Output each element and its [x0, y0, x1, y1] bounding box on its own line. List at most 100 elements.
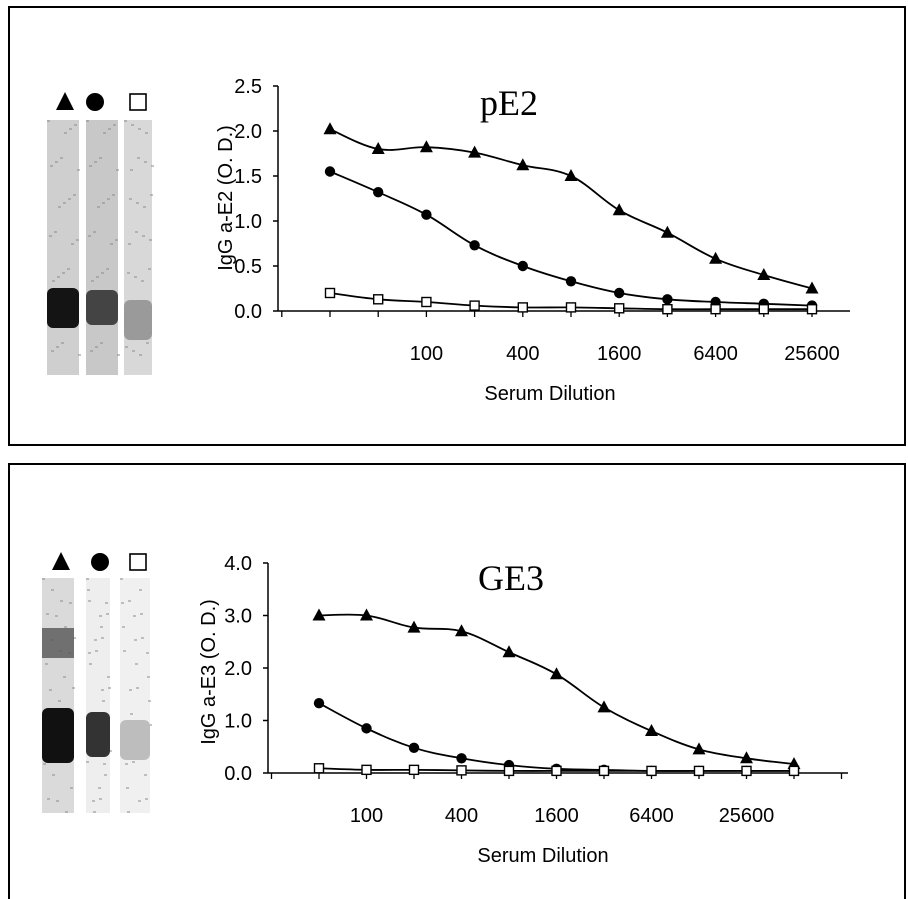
gel-speckle — [89, 165, 92, 167]
gel-speckle — [113, 124, 116, 126]
legend — [52, 552, 147, 571]
y-axis-title: IgG a-E2 (O. D.) — [215, 125, 237, 271]
data-point — [806, 304, 818, 315]
legend-triangle-marker — [56, 92, 74, 110]
gel-speckle — [68, 198, 71, 200]
gel-speckle — [86, 578, 89, 580]
data-point — [646, 765, 657, 777]
data-point — [662, 294, 673, 305]
data-point — [612, 203, 626, 216]
gel-speckle — [49, 235, 52, 237]
data-point — [550, 667, 563, 680]
gel-speckle — [132, 350, 135, 352]
gel-speckle — [87, 589, 90, 591]
gel-speckle — [117, 354, 120, 356]
gel-speckle — [141, 280, 144, 282]
gel-speckle — [130, 169, 133, 171]
gel-speckle — [99, 157, 102, 159]
gel-lane-1 — [86, 578, 112, 813]
gel-speckle — [131, 124, 134, 126]
gel-speckle — [76, 239, 79, 241]
gel-speckle — [89, 663, 92, 665]
x-tick-label: 25600 — [719, 805, 775, 827]
gel-speckle — [129, 689, 132, 691]
gel-lane-2 — [124, 120, 154, 375]
gel-speckle — [144, 161, 147, 163]
gel-speckle — [72, 687, 75, 689]
gel-speckle — [124, 120, 127, 122]
gel-speckle — [54, 231, 57, 233]
gel-speckle — [58, 206, 61, 208]
gel-speckle — [93, 231, 96, 233]
y-tick-label: 3.0 — [224, 606, 252, 628]
data-point — [709, 251, 723, 264]
gel-speckle — [135, 663, 138, 665]
y-tick-label: 0.0 — [234, 301, 262, 323]
legend-square-marker — [129, 553, 147, 571]
data-point — [645, 724, 658, 736]
legend — [56, 92, 147, 111]
gel-speckle — [55, 161, 58, 163]
gel-speckle — [148, 700, 151, 702]
gel-speckle — [121, 602, 124, 604]
gel-speckle — [63, 676, 66, 678]
gel-speckle — [95, 346, 98, 348]
gel-speckle — [123, 650, 126, 652]
y-tick-label: 2.0 — [224, 658, 252, 680]
x-tick-label: 100 — [410, 343, 443, 365]
gel-speckle — [55, 615, 58, 617]
gel-speckle — [65, 811, 68, 813]
data-point — [373, 294, 384, 305]
gel-speckle — [137, 157, 140, 159]
gel-speckle — [63, 202, 66, 204]
data-point — [373, 187, 384, 198]
y-tick-label: 2.5 — [234, 76, 262, 98]
gel-speckle — [64, 132, 67, 134]
gel-speckle — [143, 206, 146, 208]
gel-lane-2 — [120, 578, 152, 813]
gel-speckle — [115, 239, 118, 241]
gel-speckle — [130, 713, 133, 715]
data-point — [692, 742, 706, 755]
chart-title: GE3 — [478, 558, 544, 598]
data-point — [468, 145, 482, 158]
gel-speckle — [60, 600, 63, 602]
gel-speckle — [46, 613, 49, 615]
data-point — [564, 169, 578, 181]
gel-speckle — [56, 346, 59, 348]
gel-lane-0 — [47, 120, 81, 375]
series-line — [318, 613, 795, 765]
gel-lane-0 — [42, 578, 76, 813]
gel-speckle — [127, 272, 130, 274]
data-point — [517, 260, 528, 272]
gel-speckle — [146, 342, 149, 344]
x-tick-label: 1600 — [597, 343, 642, 365]
data-point — [757, 268, 771, 280]
gel-speckle — [67, 268, 70, 270]
gel-speckle — [145, 132, 148, 134]
gel-speckle — [61, 342, 64, 344]
gel-speckle — [122, 626, 125, 628]
gel-speckle — [138, 800, 141, 802]
gel-speckle — [103, 763, 106, 765]
legend-circle-marker — [86, 93, 104, 111]
gel-speckle — [52, 280, 55, 282]
gel-speckle — [73, 637, 76, 639]
gel-speckle — [106, 613, 109, 615]
gel-speckle — [142, 235, 145, 237]
gel-speckle — [106, 268, 109, 270]
gel-speckle — [148, 268, 151, 270]
gel-speckle — [70, 787, 73, 789]
series-line — [318, 702, 794, 772]
gel-speckle — [86, 120, 89, 122]
y-tick-label: 2.0 — [234, 121, 262, 143]
gel-speckle — [135, 231, 138, 233]
data-point — [693, 765, 705, 777]
gel-speckle — [108, 128, 111, 130]
gel-speckle — [88, 600, 91, 602]
gel-speckle — [149, 724, 152, 726]
chart-1: GE3 0.0 1.0 2.0 3.0 4.0 100 400 1600 6400 25600 Ser… — [42, 552, 848, 867]
gel-speckle — [127, 811, 130, 813]
gel-speckle — [101, 272, 104, 274]
gel-speckle — [51, 589, 54, 591]
